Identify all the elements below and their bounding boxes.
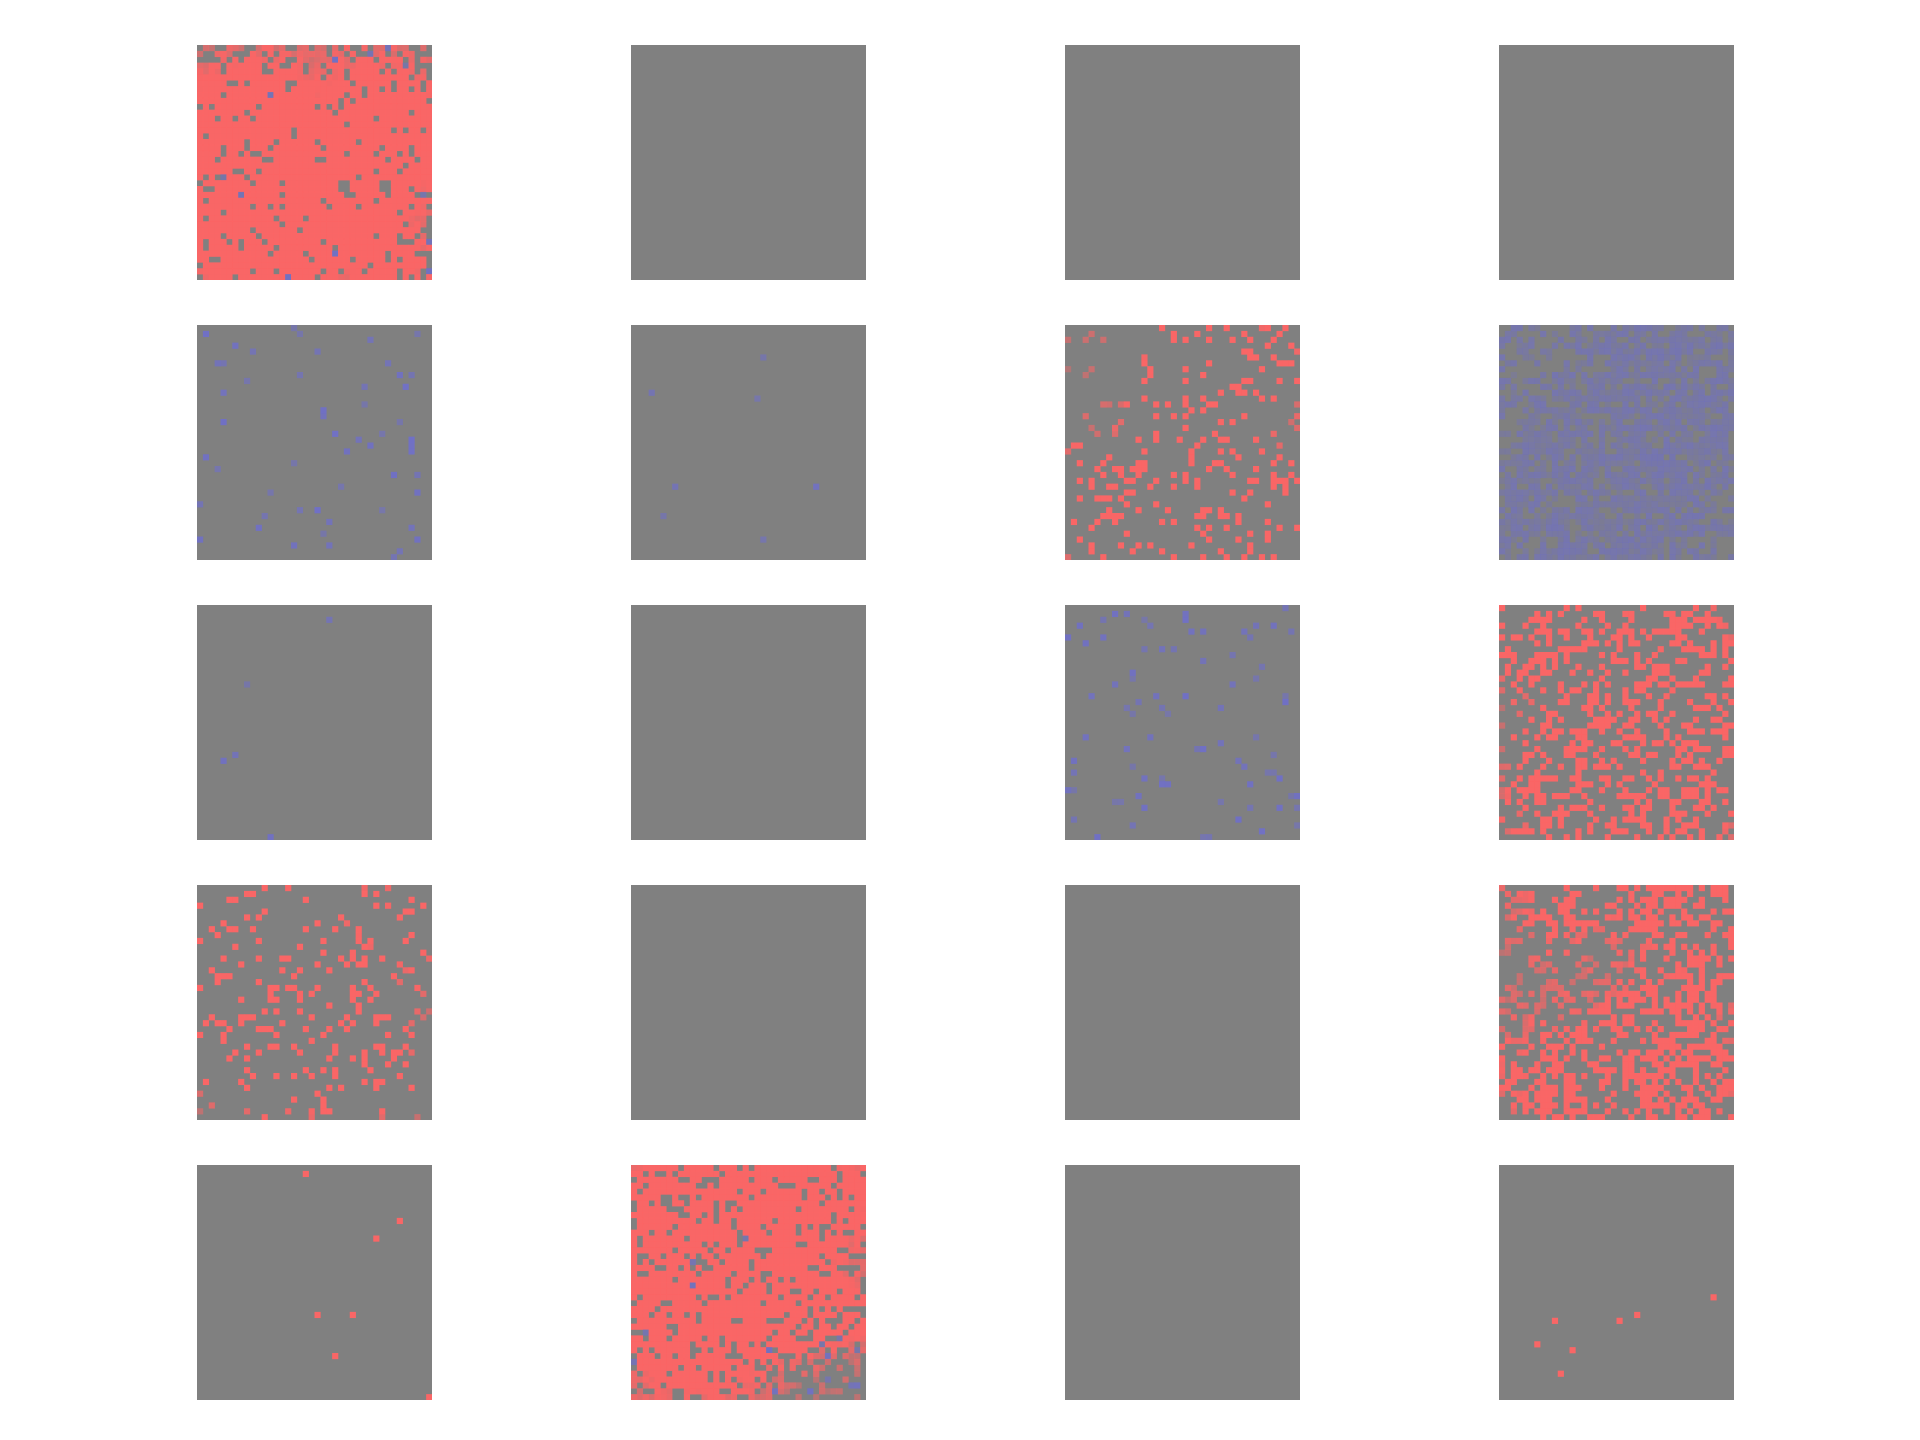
image-tile	[197, 1165, 432, 1400]
tile-mosaic	[1499, 1165, 1734, 1400]
tile-mosaic	[197, 885, 432, 1120]
image-tile	[197, 325, 432, 560]
image-tile	[1499, 1165, 1734, 1400]
image-tile	[631, 605, 866, 840]
tile-mosaic	[197, 325, 432, 560]
image-tile	[1499, 885, 1734, 1120]
tile-mosaic	[197, 1165, 432, 1400]
image-tile	[1065, 885, 1300, 1120]
tile-mosaic	[1065, 885, 1300, 1120]
tile-mosaic	[1499, 605, 1734, 840]
image-tile	[1065, 1165, 1300, 1400]
tile-mosaic	[631, 605, 866, 840]
image-tile	[631, 1165, 866, 1400]
tile-mosaic	[1499, 885, 1734, 1120]
tile-mosaic	[1499, 45, 1734, 280]
image-tile	[197, 885, 432, 1120]
tile-mosaic	[631, 885, 866, 1120]
tile-mosaic	[1065, 1165, 1300, 1400]
tile-mosaic	[197, 605, 432, 840]
image-tile	[631, 325, 866, 560]
image-tile	[197, 45, 432, 280]
image-tile	[197, 605, 432, 840]
tile-mosaic	[631, 1165, 866, 1400]
image-tile	[1065, 45, 1300, 280]
image-tile	[1065, 325, 1300, 560]
image-tile	[1499, 325, 1734, 560]
tile-mosaic	[1065, 325, 1300, 560]
image-tile	[1499, 605, 1734, 840]
image-tile	[1065, 605, 1300, 840]
image-tile	[1499, 45, 1734, 280]
tile-mosaic	[197, 45, 432, 280]
tile-mosaic	[631, 45, 866, 280]
image-tile	[631, 45, 866, 280]
image-tile	[631, 885, 866, 1120]
tile-mosaic	[1065, 605, 1300, 840]
tile-mosaic	[631, 325, 866, 560]
tile-mosaic	[1065, 45, 1300, 280]
tile-mosaic	[1499, 325, 1734, 560]
